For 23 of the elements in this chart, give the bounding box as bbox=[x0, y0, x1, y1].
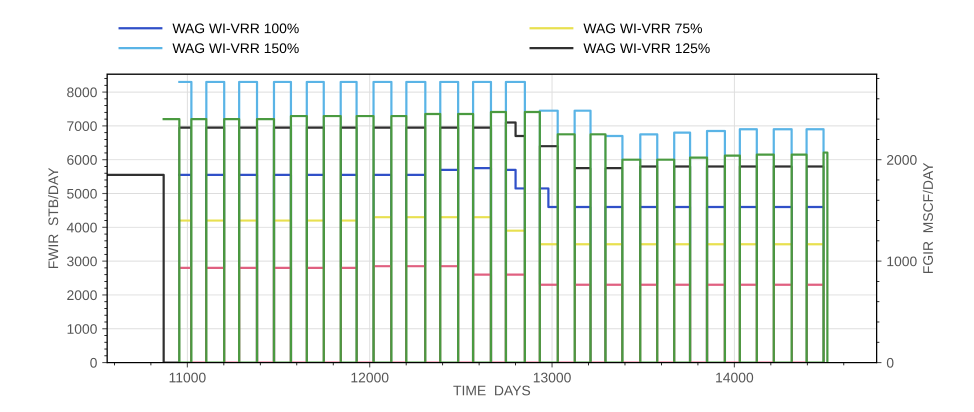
y-tick-label: 3000 bbox=[67, 256, 97, 266]
y-tick-label: 0 bbox=[90, 358, 97, 368]
legend-label: WAG WI-VRR 150% bbox=[172, 43, 299, 54]
x-tick-label: 14000 bbox=[716, 372, 754, 382]
y-tick-label: 7000 bbox=[67, 121, 97, 132]
x-tick-label: 11000 bbox=[170, 372, 206, 382]
x-tick-label: 12000 bbox=[351, 372, 388, 382]
legend-label: WAG WI-VRR 75% bbox=[583, 23, 702, 34]
y-tick-label: 4000 bbox=[66, 222, 97, 232]
y2-tick-label: 1000 bbox=[887, 256, 917, 266]
y-tick-label: 1000 bbox=[68, 324, 97, 334]
y-tick-label: 2000 bbox=[67, 290, 97, 300]
x-axis-title: TIME DAYS bbox=[453, 386, 530, 396]
y2-tick-label: 0 bbox=[886, 358, 894, 368]
legend-label: WAG WI-VRR 125% bbox=[583, 43, 710, 54]
y2-tick-label: 2000 bbox=[887, 155, 917, 165]
y-tick-label: 5000 bbox=[67, 188, 97, 199]
y-tick-label: 8000 bbox=[67, 87, 97, 98]
y2-axis-title: FGIR MSCF/DAY bbox=[922, 162, 933, 274]
x-tick-label: 13000 bbox=[534, 372, 571, 382]
y-tick-label: 6000 bbox=[67, 155, 97, 165]
legend-label: WAG WI-VRR 100% bbox=[172, 23, 299, 34]
y-axis-title: FWIR STB/DAY bbox=[48, 168, 58, 268]
